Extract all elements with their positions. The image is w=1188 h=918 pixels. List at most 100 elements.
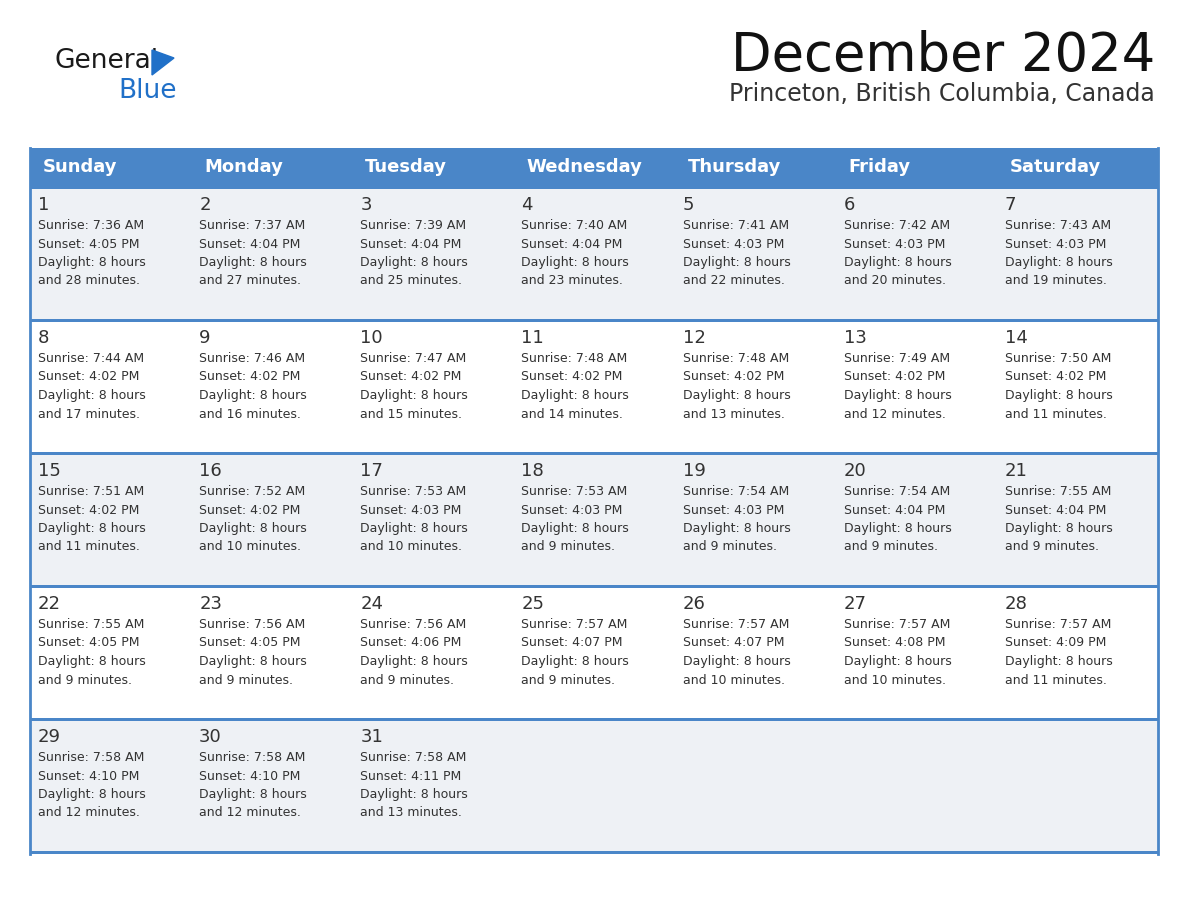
Text: and 9 minutes.: and 9 minutes. bbox=[200, 674, 293, 687]
Text: Daylight: 8 hours: Daylight: 8 hours bbox=[360, 655, 468, 668]
Text: Sunrise: 7:57 AM: Sunrise: 7:57 AM bbox=[1005, 618, 1111, 631]
Text: Sunset: 4:11 PM: Sunset: 4:11 PM bbox=[360, 769, 461, 782]
Bar bbox=[835, 721, 997, 851]
Text: Sunset: 4:07 PM: Sunset: 4:07 PM bbox=[522, 636, 623, 650]
Bar bbox=[30, 585, 1158, 588]
Text: Sunset: 4:03 PM: Sunset: 4:03 PM bbox=[1005, 238, 1106, 251]
Text: Princeton, British Columbia, Canada: Princeton, British Columbia, Canada bbox=[729, 82, 1155, 106]
Bar bbox=[675, 148, 835, 186]
Text: 26: 26 bbox=[683, 595, 706, 613]
Text: 31: 31 bbox=[360, 728, 384, 746]
Text: Sunrise: 7:42 AM: Sunrise: 7:42 AM bbox=[843, 219, 950, 232]
Text: 14: 14 bbox=[1005, 329, 1028, 347]
Text: and 22 minutes.: and 22 minutes. bbox=[683, 274, 784, 287]
Text: Daylight: 8 hours: Daylight: 8 hours bbox=[200, 788, 307, 801]
Text: and 10 minutes.: and 10 minutes. bbox=[360, 541, 462, 554]
Text: Thursday: Thursday bbox=[688, 158, 781, 176]
Text: Blue: Blue bbox=[118, 78, 177, 104]
Bar bbox=[513, 322, 675, 452]
Text: and 9 minutes.: and 9 minutes. bbox=[360, 674, 454, 687]
Text: and 9 minutes.: and 9 minutes. bbox=[38, 674, 132, 687]
Bar bbox=[191, 588, 353, 718]
Text: Daylight: 8 hours: Daylight: 8 hours bbox=[843, 655, 952, 668]
Text: and 9 minutes.: and 9 minutes. bbox=[683, 541, 777, 554]
Text: and 12 minutes.: and 12 minutes. bbox=[843, 408, 946, 420]
Text: and 15 minutes.: and 15 minutes. bbox=[360, 408, 462, 420]
Text: Sunrise: 7:52 AM: Sunrise: 7:52 AM bbox=[200, 485, 305, 498]
Text: Sunset: 4:10 PM: Sunset: 4:10 PM bbox=[200, 769, 301, 782]
Text: and 12 minutes.: and 12 minutes. bbox=[200, 807, 301, 820]
Text: Sunset: 4:04 PM: Sunset: 4:04 PM bbox=[1005, 503, 1106, 517]
Bar bbox=[30, 189, 191, 319]
Text: 20: 20 bbox=[843, 462, 866, 480]
Text: Sunset: 4:10 PM: Sunset: 4:10 PM bbox=[38, 769, 139, 782]
Text: Sunrise: 7:58 AM: Sunrise: 7:58 AM bbox=[360, 751, 467, 764]
Bar bbox=[835, 148, 997, 186]
Text: and 10 minutes.: and 10 minutes. bbox=[200, 541, 301, 554]
Text: Sunrise: 7:57 AM: Sunrise: 7:57 AM bbox=[683, 618, 789, 631]
Text: Sunrise: 7:58 AM: Sunrise: 7:58 AM bbox=[38, 751, 145, 764]
Text: and 10 minutes.: and 10 minutes. bbox=[843, 674, 946, 687]
Text: Sunrise: 7:43 AM: Sunrise: 7:43 AM bbox=[1005, 219, 1111, 232]
Text: and 11 minutes.: and 11 minutes. bbox=[1005, 674, 1107, 687]
Text: and 10 minutes.: and 10 minutes. bbox=[683, 674, 784, 687]
Text: Daylight: 8 hours: Daylight: 8 hours bbox=[360, 522, 468, 535]
Text: and 28 minutes.: and 28 minutes. bbox=[38, 274, 140, 287]
Text: 10: 10 bbox=[360, 329, 383, 347]
Text: Sunset: 4:02 PM: Sunset: 4:02 PM bbox=[38, 371, 139, 384]
Text: 16: 16 bbox=[200, 462, 222, 480]
Text: and 19 minutes.: and 19 minutes. bbox=[1005, 274, 1107, 287]
Text: Sunrise: 7:41 AM: Sunrise: 7:41 AM bbox=[683, 219, 789, 232]
Bar bbox=[675, 322, 835, 452]
Text: Sunrise: 7:40 AM: Sunrise: 7:40 AM bbox=[522, 219, 627, 232]
Text: General: General bbox=[55, 48, 159, 74]
Bar bbox=[30, 148, 191, 186]
Bar bbox=[353, 189, 513, 319]
Text: Sunset: 4:03 PM: Sunset: 4:03 PM bbox=[843, 238, 946, 251]
Bar bbox=[513, 148, 675, 186]
Bar bbox=[30, 588, 191, 718]
Text: Sunset: 4:04 PM: Sunset: 4:04 PM bbox=[843, 503, 946, 517]
Bar bbox=[191, 189, 353, 319]
Text: 11: 11 bbox=[522, 329, 544, 347]
Text: Daylight: 8 hours: Daylight: 8 hours bbox=[683, 389, 790, 402]
Bar bbox=[30, 322, 191, 452]
Text: Sunset: 4:05 PM: Sunset: 4:05 PM bbox=[38, 238, 139, 251]
Bar bbox=[675, 455, 835, 585]
Text: and 9 minutes.: and 9 minutes. bbox=[522, 541, 615, 554]
Bar bbox=[997, 721, 1158, 851]
Text: Sunrise: 7:48 AM: Sunrise: 7:48 AM bbox=[683, 352, 789, 365]
Text: Sunset: 4:07 PM: Sunset: 4:07 PM bbox=[683, 636, 784, 650]
Text: and 9 minutes.: and 9 minutes. bbox=[843, 541, 937, 554]
Text: 7: 7 bbox=[1005, 196, 1017, 214]
Text: Sunset: 4:04 PM: Sunset: 4:04 PM bbox=[522, 238, 623, 251]
Text: Sunrise: 7:51 AM: Sunrise: 7:51 AM bbox=[38, 485, 144, 498]
Text: 29: 29 bbox=[38, 728, 61, 746]
Text: Daylight: 8 hours: Daylight: 8 hours bbox=[522, 522, 630, 535]
Text: Sunset: 4:09 PM: Sunset: 4:09 PM bbox=[1005, 636, 1106, 650]
Bar bbox=[997, 189, 1158, 319]
Text: 13: 13 bbox=[843, 329, 866, 347]
Text: 19: 19 bbox=[683, 462, 706, 480]
Text: 18: 18 bbox=[522, 462, 544, 480]
Text: Daylight: 8 hours: Daylight: 8 hours bbox=[38, 788, 146, 801]
Bar bbox=[997, 148, 1158, 186]
Text: Sunset: 4:02 PM: Sunset: 4:02 PM bbox=[38, 503, 139, 517]
Bar bbox=[835, 189, 997, 319]
Text: Sunrise: 7:50 AM: Sunrise: 7:50 AM bbox=[1005, 352, 1111, 365]
Bar bbox=[353, 588, 513, 718]
Text: Sunset: 4:02 PM: Sunset: 4:02 PM bbox=[522, 371, 623, 384]
Bar bbox=[30, 186, 1158, 189]
Text: Monday: Monday bbox=[204, 158, 283, 176]
Bar bbox=[30, 851, 1158, 854]
Bar bbox=[835, 322, 997, 452]
Text: 4: 4 bbox=[522, 196, 533, 214]
Text: Sunrise: 7:39 AM: Sunrise: 7:39 AM bbox=[360, 219, 467, 232]
Text: Sunset: 4:02 PM: Sunset: 4:02 PM bbox=[843, 371, 946, 384]
Text: Sunset: 4:03 PM: Sunset: 4:03 PM bbox=[360, 503, 462, 517]
Bar bbox=[191, 455, 353, 585]
Text: Sunrise: 7:57 AM: Sunrise: 7:57 AM bbox=[843, 618, 950, 631]
Text: Sunset: 4:02 PM: Sunset: 4:02 PM bbox=[683, 371, 784, 384]
Text: 8: 8 bbox=[38, 329, 50, 347]
Text: 15: 15 bbox=[38, 462, 61, 480]
